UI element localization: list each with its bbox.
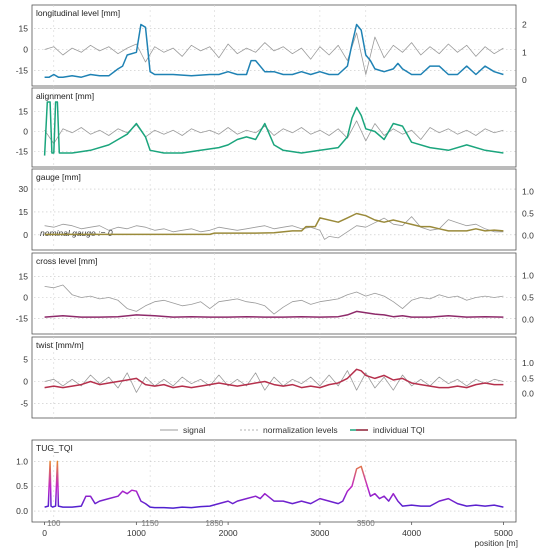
tqi-line [44,23,504,78]
panel-1: 15 0 -15 alignment [mm] [16,87,517,168]
legend-normalization-label: normalization levels [263,425,338,435]
x-tick-label: 0 [42,528,47,538]
y-tick-label-left: 0 [23,377,28,387]
panel-frame [31,168,517,251]
panel-title: cross level [mm] [36,256,97,266]
y-tick-label-left: -5 [20,398,28,408]
y-tick-label-right: 1.0 [522,358,534,368]
y-tick-label-left: 0 [23,127,28,137]
x-tick-label: 4000 [402,528,421,538]
panel-title: gauge [mm] [36,172,81,182]
y-tick-label-left: 1.0 [16,456,28,466]
y-tick-label-left: -15 [16,313,29,323]
marker-tick-label: 1150 [142,519,160,528]
marker-tick-label: 1850 [205,519,223,528]
x-tick-label: 3000 [310,528,329,538]
panel-title: TUG_TQI [36,443,73,453]
y-tick-label-left: 15 [19,272,29,282]
marker-tick-label: 3500 [357,519,375,528]
y-tick-label-left: 15 [19,207,29,217]
panel-title: alignment [mm] [36,91,94,101]
legend-tqi-label: individual TQI [373,425,425,435]
panel-2: 30 15 0 1.0 0.5 0.0 gauge [mm] nominal gauge :=… [19,168,534,251]
y-tick-label-right: 0.5 [522,209,534,219]
x-tick-label: 1000 [127,528,146,538]
panel-3: 15 0 -15 1.0 0.5 0.0 cross level [mm] [16,252,534,335]
y-tick-label-left: 15 [19,106,29,116]
panel-annotation: nominal gauge := 0 [40,228,113,238]
tqi-line [44,368,504,389]
signal-line [44,284,504,315]
y-tick-label-right: 0.5 [522,373,534,383]
y-tick-label-right: 0 [522,75,527,85]
y-tick-label-right: 2 [522,20,527,30]
y-tick-label-left: -15 [16,65,29,75]
y-tick-label-left: 0 [23,230,28,240]
panel-title: twist [mm/m] [36,340,84,350]
panel-frame [31,336,517,419]
panel-5: 1.0 0.5 0.0 TUG_TQI 0 1000 2000 3000 4000 5000 100… [16,439,518,548]
panel-4: 5 0 -5 1.0 0.5 0.0 twist [mm/m] [20,336,534,419]
x-tick-label: 5000 [494,528,513,538]
x-axis-label: position [m] [475,538,518,548]
tqi-line [44,460,504,509]
y-tick-label-right: 1 [522,47,527,57]
y-tick-label-left: 0.0 [16,506,28,516]
y-tick-label-right: 1.0 [522,187,534,197]
signal-line [44,32,504,75]
y-tick-label-right: 0.0 [522,230,534,240]
y-tick-label-left: -15 [16,147,29,157]
marker-tick-label: 100 [47,519,61,528]
y-tick-label-right: 1.0 [522,271,534,281]
y-tick-label-left: 0 [23,293,28,303]
panel-frame [31,4,517,87]
panel-frame [31,87,517,168]
y-tick-label-right: 0.0 [522,389,534,399]
y-tick-label-left: 0 [23,45,28,55]
tqi-line [44,310,504,318]
y-tick-label-left: 15 [19,24,29,34]
tqi-line [43,101,504,156]
panels-layer: 15 0 -15 2 1 0 longitudinal level [mm] 15 0 -15 al… [16,4,534,548]
signal-line [44,370,504,393]
signal-line [44,216,504,240]
tqi-line [44,212,504,236]
y-tick-label-right: 0.5 [522,293,534,303]
legend-signal-label: signal [183,425,205,435]
panel-0: 15 0 -15 2 1 0 longitudinal level [mm] [16,4,527,87]
y-tick-label-left: 0.5 [16,481,28,491]
panel-frame [31,439,517,523]
panel-title: longitudinal level [mm] [36,8,120,18]
panel-frame [31,252,517,335]
y-tick-label-right: 0.0 [522,314,534,324]
y-tick-label-left: 30 [19,184,29,194]
y-tick-label-left: 5 [23,355,28,365]
x-tick-label: 2000 [219,528,238,538]
signal-line [44,120,504,145]
legend: signal normalization levels individual T… [160,425,425,435]
